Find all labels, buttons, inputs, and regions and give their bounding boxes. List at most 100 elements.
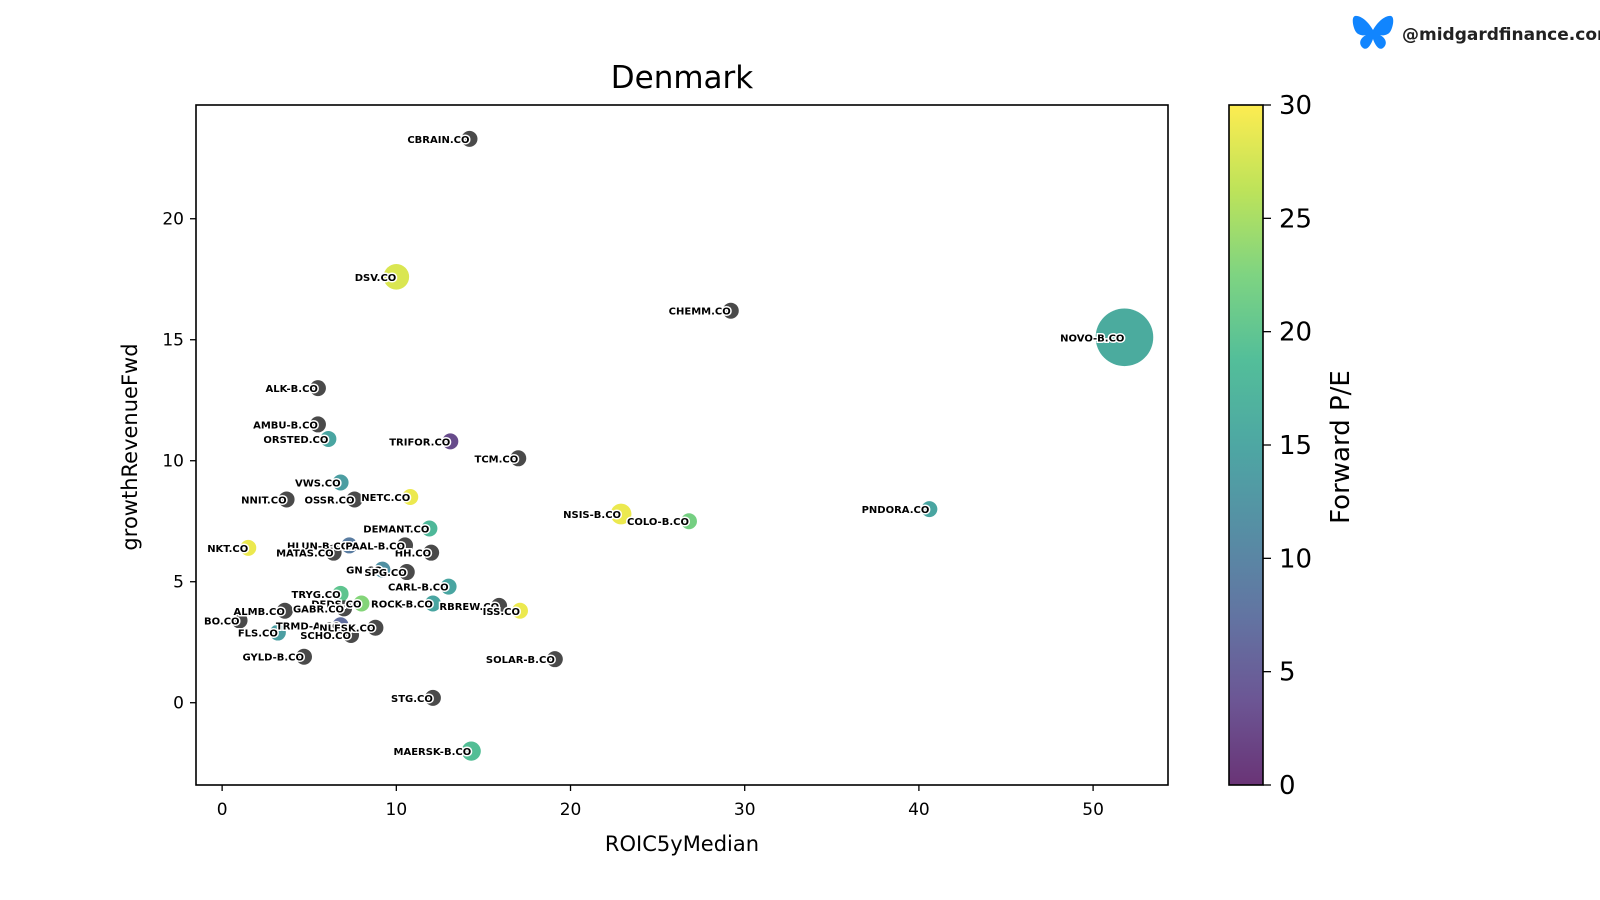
data-point [510, 450, 527, 467]
data-point [309, 416, 326, 433]
y-axis-label: growthRevenueFwd [118, 343, 142, 550]
data-point [346, 491, 363, 508]
colorbar-ticks: 0 5 10 15 20 25 30 [1263, 91, 1312, 801]
data-point [320, 430, 337, 447]
y-tick-label: 5 [173, 573, 184, 593]
x-axis: 0 10 20 30 40 50 [217, 785, 1104, 820]
data-point [512, 602, 528, 619]
chart-title: Denmark [611, 60, 754, 96]
data-point [343, 626, 360, 643]
data-point [353, 595, 370, 612]
point-label: NOVO-B.CO [1060, 333, 1124, 344]
point-label: MAERSK-B.CO [394, 747, 472, 758]
data-point [325, 544, 342, 561]
point-label: NSIS-B.CO [563, 510, 621, 521]
point-label: GYLD-B.CO [243, 653, 305, 664]
colorbar-tick-label: 5 [1279, 658, 1296, 688]
point-label: ALMB.CO [234, 607, 285, 618]
y-tick-label: 15 [162, 331, 184, 351]
data-point [461, 130, 478, 147]
butterfly-icon [1352, 14, 1394, 56]
point-label: SOLAR-B.CO [486, 655, 555, 666]
point-label: AMBU-B.CO [253, 420, 318, 431]
data-point [442, 433, 459, 450]
point-label: TRMD-A.CO [276, 621, 341, 632]
x-tick-label: 10 [386, 800, 408, 820]
data-point [374, 561, 391, 578]
x-axis-label: ROIC5yMedian [605, 832, 759, 856]
point-label: HH.CO [395, 549, 431, 560]
data-point [424, 689, 441, 706]
point-label: NNIT.CO [241, 495, 286, 506]
point-label: NKT.CO [207, 544, 248, 555]
colorbar: 0 5 10 15 20 25 30 Forward P/E [1228, 91, 1356, 801]
point-label: ORSTED.CO [263, 435, 328, 446]
point-label: TCM.CO [475, 454, 519, 465]
y-tick-label: 20 [162, 210, 184, 230]
y-tick-label: 0 [173, 694, 184, 714]
data-point [240, 539, 257, 556]
data-point [269, 624, 286, 641]
point-label: VWS.CO [295, 479, 341, 490]
x-tick-label: 40 [908, 800, 930, 820]
point-label: BO.CO [204, 616, 240, 627]
data-point [276, 602, 293, 619]
data-point [309, 380, 326, 397]
y-axis: 0 5 10 15 20 [162, 210, 196, 714]
point-label: ALK-B.CO [266, 384, 318, 395]
data-point [461, 741, 481, 761]
data-point [383, 264, 410, 290]
data-point [332, 474, 349, 491]
point-label: CHEMM.CO [669, 307, 731, 318]
point-label: SCHO.CO [300, 631, 351, 642]
point-label: NLFSK.CO [319, 624, 375, 635]
point-label: ISS.CO [483, 607, 520, 618]
colorbar-tick-label: 10 [1279, 544, 1312, 574]
x-tick-label: 50 [1082, 800, 1104, 820]
data-point [336, 600, 353, 617]
data-point [397, 537, 414, 554]
points-layer [231, 130, 1154, 761]
plot-area [196, 105, 1168, 785]
point-label: DSV.CO [355, 273, 397, 284]
labels-layer: CBRAIN.CO DSV.CO CHEMM.CO NOVO-B.CO ALK-B.CO… [203, 133, 1126, 759]
x-tick-label: 0 [217, 800, 228, 820]
colorbar-tick-label: 30 [1279, 91, 1312, 121]
point-label: SPG.CO [364, 568, 406, 579]
data-point [423, 544, 440, 561]
data-point [231, 612, 248, 629]
point-label: FLS.CO [238, 629, 278, 640]
point-label: CBRAIN.CO [407, 135, 469, 146]
data-point [424, 595, 441, 612]
point-label: STG.CO [391, 694, 433, 705]
point-label: RBREW.CO [439, 602, 499, 613]
colorbar-tick-label: 20 [1279, 318, 1312, 348]
colorbar-tick-label: 0 [1279, 771, 1296, 801]
data-point [491, 597, 508, 614]
data-point [398, 564, 415, 581]
point-label: PNDORA.CO [862, 505, 930, 516]
point-label: GN.CO [346, 566, 382, 577]
point-label: TRIFOR.CO [389, 437, 450, 448]
point-label: NETC.CO [361, 493, 410, 504]
colorbar-label: Forward P/E [1326, 370, 1356, 524]
data-point [367, 619, 384, 636]
colorbar-tick-label: 25 [1279, 204, 1312, 234]
plot-frame [195, 104, 1169, 786]
point-label: DFDS.CO [311, 600, 361, 611]
colorbar-gradient [1229, 105, 1263, 785]
data-point [680, 513, 697, 530]
data-point [610, 503, 632, 525]
data-point [341, 537, 358, 554]
y-tick-label: 10 [162, 452, 184, 472]
point-label: TRYG.CO [292, 590, 341, 601]
brand-handle: @midgardfinance.com [1402, 25, 1600, 45]
data-point [402, 489, 419, 506]
data-point [421, 520, 438, 537]
point-label: MATAS.CO [276, 549, 334, 560]
data-point [546, 651, 563, 668]
point-label: OSSR.CO [305, 495, 355, 506]
point-label: HLUN-B.CO [287, 541, 349, 552]
point-label: DEMANT.CO [363, 524, 429, 535]
